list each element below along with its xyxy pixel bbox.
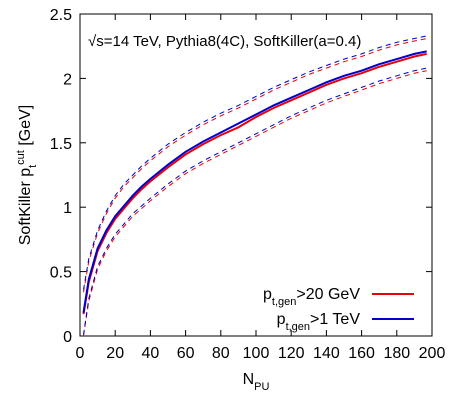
band-low-20gev: [83, 70, 427, 336]
legend: pt,gen>20 GeV pt,gen>1 TeV: [263, 286, 414, 333]
x-tick-label: 60: [177, 345, 195, 362]
y-tick-label: 2.5: [50, 7, 72, 24]
legend-label-1tev: pt,gen>1 TeV: [277, 311, 361, 333]
band-low-1tev: [83, 67, 427, 335]
x-tick-label: 200: [419, 345, 446, 362]
line-1tev: [82, 50, 427, 313]
y-tick-label: 0: [63, 329, 72, 346]
x-tick-label: 80: [212, 345, 230, 362]
band-high-20gev: [83, 38, 427, 293]
y-tick-label: 2: [63, 71, 72, 88]
axis-ticks: 0 20 40 60 80 100 120 140 160 180 200 0 0.5 1 1.5 2 2.5: [50, 7, 446, 362]
x-tick-label: 120: [278, 345, 305, 362]
y-axis-title: SoftKiller ptcut [GeV]: [15, 105, 39, 245]
legend-entry-1tev: pt,gen>1 TeV: [277, 311, 414, 333]
y-tick-label: 1: [63, 200, 72, 217]
x-tick-label: 100: [243, 345, 270, 362]
legend-entry-20gev: pt,gen>20 GeV: [263, 286, 414, 308]
y-tick-label: 0.5: [50, 265, 72, 282]
x-tick-label: 40: [142, 345, 160, 362]
band-high-1tev: [83, 35, 427, 290]
x-tick-label: 20: [106, 345, 124, 362]
x-tick-label: 160: [348, 345, 375, 362]
x-axis-title: NPU: [243, 371, 270, 393]
x-tick-label: 180: [383, 345, 410, 362]
x-tick-label: 140: [313, 345, 340, 362]
line-20gev: [82, 52, 427, 315]
x-tick-label: 0: [76, 345, 85, 362]
series-curves: [82, 35, 427, 336]
legend-label-20gev: pt,gen>20 GeV: [263, 286, 360, 308]
y-tick-label: 1.5: [50, 136, 72, 153]
chart-annotation: √s=14 TeV, Pythia8(4C), SoftKiller(a=0.4…: [88, 33, 361, 50]
